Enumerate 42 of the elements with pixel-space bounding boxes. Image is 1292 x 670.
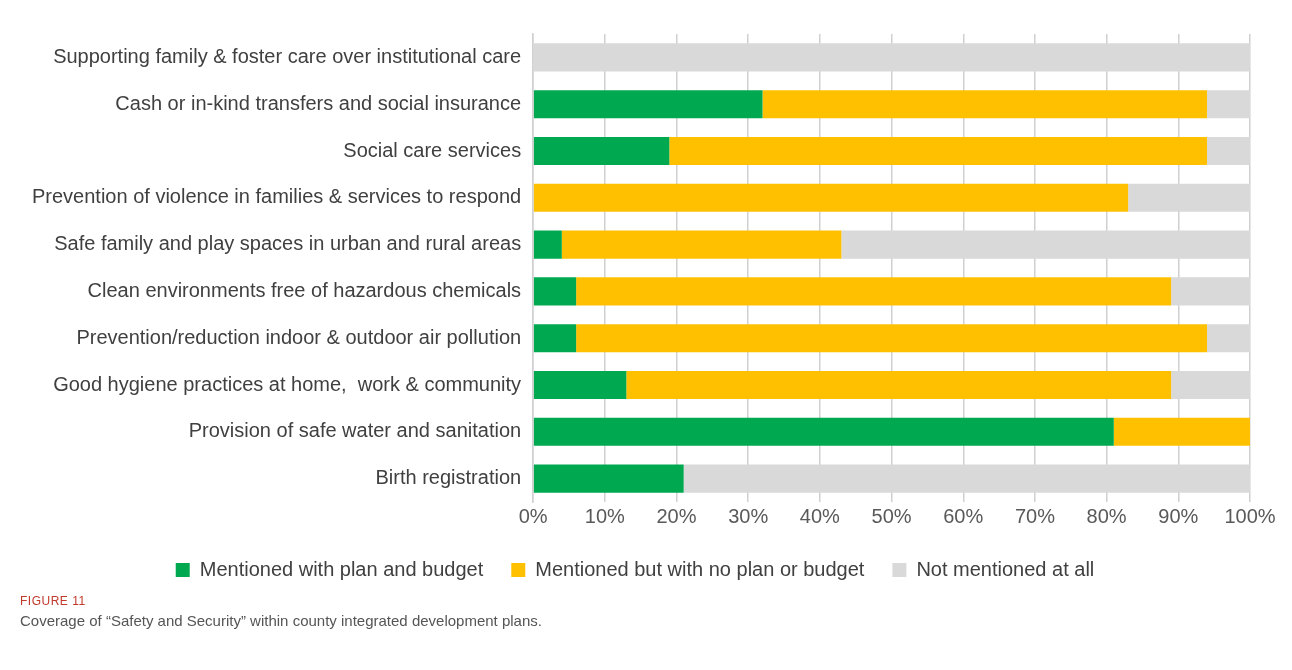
- bar: [533, 277, 577, 306]
- x-tick-label: 60%: [943, 504, 984, 527]
- y-tick-label: Cash or in-kind transfers and social insurance: [115, 91, 522, 114]
- y-tick-label: Clean environments free of hazardous chemicals: [87, 278, 522, 301]
- bar: [533, 324, 577, 353]
- bar: [669, 136, 1207, 166]
- bar: [561, 230, 842, 259]
- bar: [762, 90, 1207, 119]
- bar: [533, 183, 1129, 212]
- y-tick-label: Social care services: [343, 138, 522, 161]
- y-tick-label: Good hygiene practices at home, work & community: [53, 372, 522, 395]
- x-tick-label: 70%: [1014, 504, 1056, 527]
- x-tick-label: 80%: [1086, 504, 1127, 527]
- y-tick-label: Supporting family & foster care over institutional care: [53, 44, 522, 67]
- text: Coverage of “Safety and Security” within county integrated development plans.: [20, 612, 543, 629]
- y-tick-label: Prevention/reduction indoor & outdoor air pollution: [76, 325, 522, 348]
- bar: [533, 90, 763, 119]
- x-tick-label: 10%: [584, 504, 626, 527]
- bar: [1113, 417, 1250, 446]
- bar: [533, 417, 1114, 446]
- bar: [576, 277, 1172, 306]
- y-tick-label: Birth registration: [375, 466, 522, 489]
- bar: [576, 324, 1207, 353]
- x-tick-label: 90%: [1158, 504, 1199, 527]
- x-tick-label: 40%: [799, 504, 841, 527]
- bar: [533, 370, 627, 400]
- bar: [533, 230, 562, 259]
- bar: [533, 136, 670, 166]
- x-tick-label: 50%: [871, 504, 912, 527]
- bar: [626, 370, 1172, 400]
- x-tick-label: 100%: [1224, 504, 1276, 527]
- legend-label: Mentioned but with no plan or budget: [535, 557, 865, 580]
- x-tick-label: 20%: [656, 504, 697, 527]
- legend-label: Mentioned with plan and budget: [199, 557, 484, 580]
- legend-label: Not mentioned at all: [916, 557, 1095, 580]
- y-tick-label: Prevention of violence in families & services to respond: [31, 185, 522, 208]
- y-tick-label: Safe family and play spaces in urban and rural areas: [54, 232, 522, 255]
- bar: [533, 464, 684, 493]
- x-tick-label: 0%: [518, 504, 548, 527]
- x-tick-label: 30%: [728, 504, 769, 527]
- y-tick-label: Provision of safe water and sanitation: [188, 419, 522, 442]
- caption: FIGURE 11: [20, 594, 87, 608]
